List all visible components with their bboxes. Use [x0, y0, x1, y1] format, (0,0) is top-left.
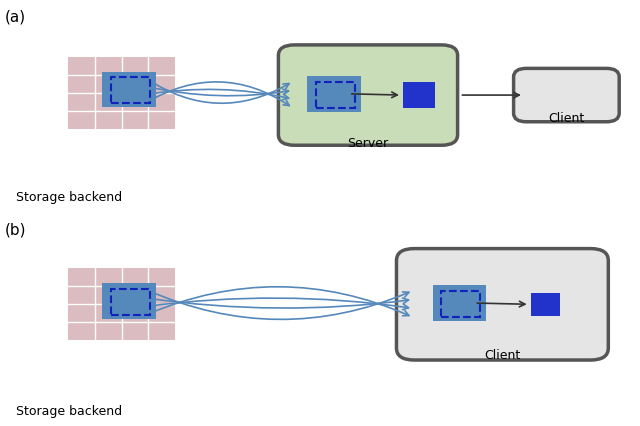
Bar — [129, 302, 156, 320]
Text: (b): (b) — [4, 222, 26, 237]
Text: Client: Client — [484, 348, 520, 361]
Bar — [129, 72, 156, 90]
Bar — [442, 291, 481, 317]
Text: Client: Client — [548, 112, 584, 124]
Bar — [129, 284, 156, 302]
Text: Storage backend: Storage backend — [16, 404, 122, 417]
Bar — [460, 285, 486, 303]
Text: Storage backend: Storage backend — [16, 191, 122, 204]
Bar — [102, 72, 129, 90]
Bar — [102, 284, 129, 302]
Bar — [433, 285, 460, 303]
Bar — [68, 58, 175, 130]
Bar — [334, 95, 361, 112]
Text: Server: Server — [348, 137, 388, 150]
Bar — [403, 83, 435, 109]
Bar — [433, 303, 460, 321]
Bar — [307, 95, 334, 112]
Bar — [460, 303, 486, 321]
FancyBboxPatch shape — [514, 69, 620, 123]
Bar — [129, 90, 156, 108]
Bar — [102, 90, 129, 108]
Bar — [307, 77, 334, 95]
FancyBboxPatch shape — [278, 46, 458, 146]
FancyBboxPatch shape — [396, 249, 608, 360]
Bar — [68, 269, 175, 340]
Bar — [531, 293, 559, 316]
Bar — [111, 78, 150, 104]
Bar — [111, 290, 150, 316]
Bar — [316, 83, 355, 109]
Bar — [334, 77, 361, 95]
Text: (a): (a) — [4, 9, 26, 24]
Bar — [102, 302, 129, 320]
